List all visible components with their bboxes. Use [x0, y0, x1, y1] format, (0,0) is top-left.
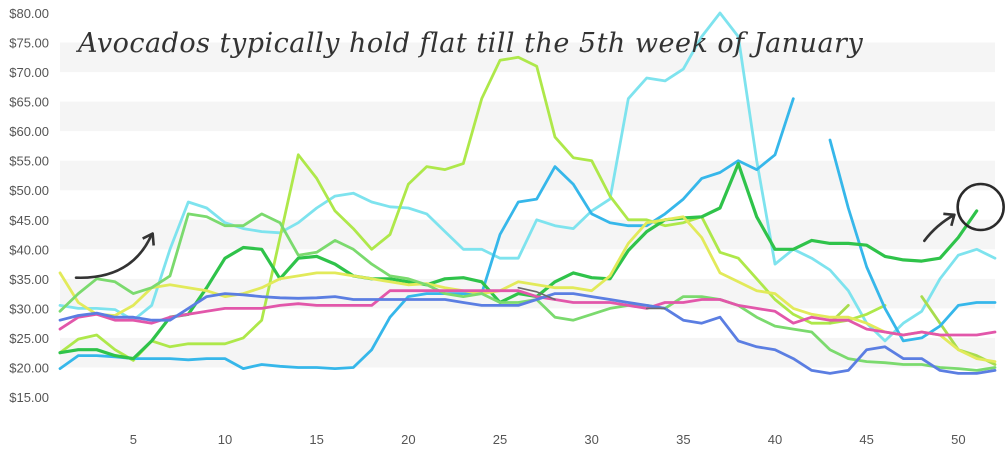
annotation-markers: [74, 182, 1005, 279]
series-line-2: [58, 55, 887, 362]
grid-band: [60, 42, 995, 73]
arrow-left-head-icon: [142, 232, 155, 246]
y-tick-label: $15.00: [9, 390, 49, 405]
y-tick-label: $20.00: [9, 360, 49, 375]
y-axis-ticks: $15.00 $20.00 $25.00 $30.00 $35.00 $40.00 $45.…: [9, 6, 49, 405]
y-tick-label: $60.00: [9, 124, 49, 139]
series-layer: [58, 11, 997, 375]
series-line-6: [58, 215, 997, 363]
arrow-right-icon: [923, 213, 956, 243]
x-tick-label: 45: [859, 432, 873, 447]
y-tick-label: $65.00: [9, 95, 49, 110]
y-tick-label: $25.00: [9, 331, 49, 346]
y-tick-label: $80.00: [9, 6, 49, 21]
series-line-10: [517, 286, 666, 310]
y-tick-label: $55.00: [9, 154, 49, 169]
arrow-right-head-icon: [943, 212, 956, 227]
grid-bands: [60, 42, 995, 368]
arrow-left-icon: [74, 233, 153, 279]
series-line-9: [58, 292, 997, 375]
x-tick-label: 35: [676, 432, 690, 447]
grid-band: [60, 101, 995, 132]
grid-band: [60, 160, 995, 191]
x-tick-label: 25: [493, 432, 507, 447]
x-axis-ticks: 5 10 15 20 25 30 35 40 45 50: [130, 432, 966, 447]
series-line-1: [58, 11, 997, 343]
y-tick-label: $70.00: [9, 65, 49, 80]
x-tick-label: 10: [218, 432, 232, 447]
x-tick-label: 50: [951, 432, 965, 447]
x-tick-label: 40: [768, 432, 782, 447]
x-tick-label: 20: [401, 432, 415, 447]
y-tick-label: $75.00: [9, 36, 49, 51]
series-line-5: [58, 162, 979, 361]
highlight-circle-icon: [956, 182, 1005, 232]
y-tick-label: $40.00: [9, 242, 49, 257]
y-tick-label: $50.00: [9, 183, 49, 198]
annotation-text: Avocados typically hold flat till the 5t…: [75, 28, 863, 59]
y-tick-label: $30.00: [9, 301, 49, 316]
x-tick-label: 15: [309, 432, 323, 447]
y-tick-label: $45.00: [9, 213, 49, 228]
series-line-8: [58, 289, 997, 337]
series-line-4: [58, 97, 997, 370]
y-tick-label: $35.00: [9, 272, 49, 287]
x-tick-label: 30: [584, 432, 598, 447]
x-tick-label: 5: [130, 432, 137, 447]
